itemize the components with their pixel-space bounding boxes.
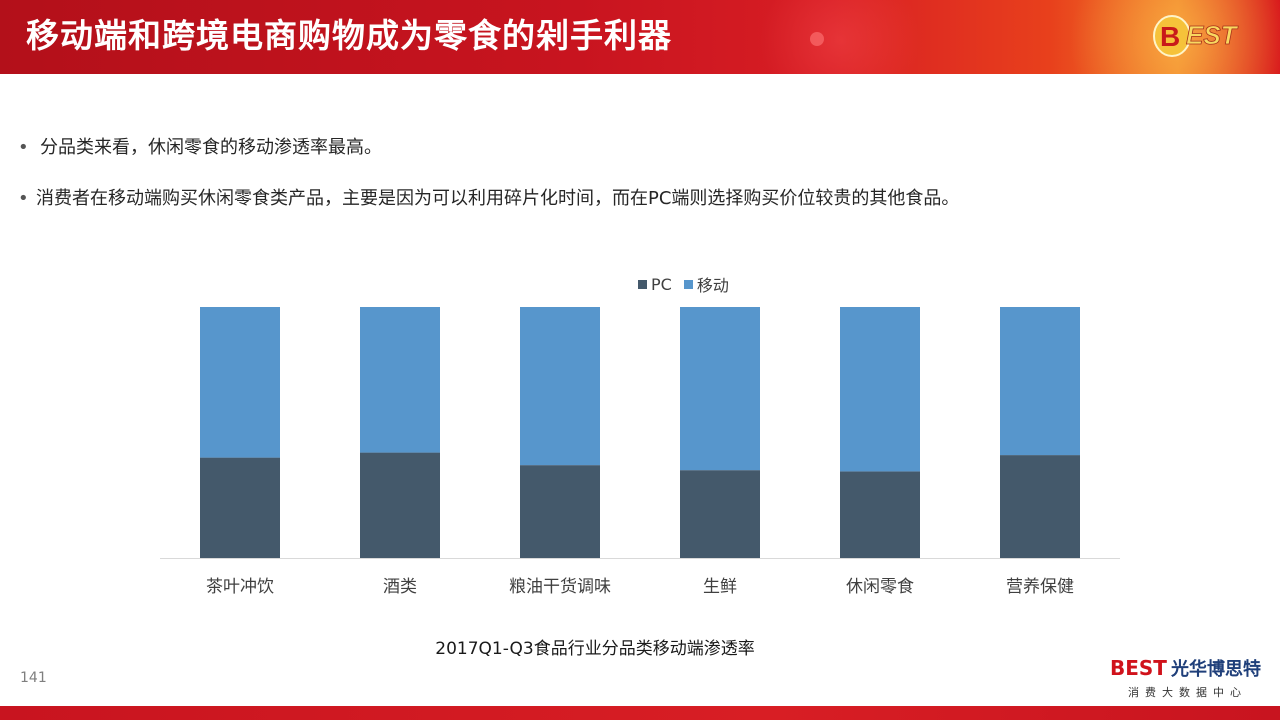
x-tick-label: 营养保健 xyxy=(1006,577,1074,597)
legend-item-mobile: 移动 xyxy=(683,272,729,296)
bullet-marker: • xyxy=(18,137,29,158)
bar-segment-mobile xyxy=(200,307,280,458)
x-tick-label: 粮油干货调味 xyxy=(509,577,611,597)
x-tick-label: 酒类 xyxy=(383,577,417,597)
bar-segment-mobile xyxy=(1000,307,1080,456)
bar-segment-pc xyxy=(840,471,920,558)
bar-segment-pc xyxy=(520,465,600,558)
bullet-marker: • xyxy=(18,188,29,209)
chart-title: 2017Q1-Q3食品行业分品类移动端渗透率 xyxy=(435,639,755,659)
bar-segment-pc xyxy=(1000,455,1080,558)
footer-brand-latin: BEST xyxy=(1110,656,1167,680)
bar-segment-pc xyxy=(200,457,280,558)
legend-label: 移动 xyxy=(696,276,729,295)
x-tick-label: 茶叶冲饮 xyxy=(206,577,274,597)
page-title: 移动端和跨境电商购物成为零食的剁手利器 xyxy=(26,16,672,55)
bar-segment-mobile xyxy=(520,307,600,466)
footer-bar xyxy=(0,706,1280,720)
bullet-item: • 分品类来看，休闲零食的移动渗透率最高。 xyxy=(18,134,382,162)
bullet-text: 分品类来看，休闲零食的移动渗透率最高。 xyxy=(40,137,382,158)
legend-swatch xyxy=(683,279,693,289)
bar-segment-pc xyxy=(360,452,440,558)
footer-brand: BEST 光华博思特 xyxy=(1110,654,1261,684)
x-tick-label: 休闲零食 xyxy=(846,577,914,597)
legend-swatch xyxy=(638,279,647,289)
footer-logo: BEST 光华博思特 消费大数据中心 xyxy=(1110,654,1270,704)
bar-segment-mobile xyxy=(840,307,920,472)
legend-label: PC xyxy=(651,274,672,294)
banner-dot xyxy=(810,32,824,46)
best-logo: B EST xyxy=(1153,15,1239,57)
footer-brand-sub: 消费大数据中心 xyxy=(1128,686,1247,699)
x-tick-label: 生鲜 xyxy=(703,577,737,597)
bullet-item: • 消费者在移动端购买休闲零食类产品，主要是因为可以利用碎片化时间，而在PC端则选… xyxy=(18,185,959,213)
footer-brand-cn: 光华博思特 xyxy=(1170,659,1261,680)
bar-segment-mobile xyxy=(680,307,760,471)
legend-item-pc: PC xyxy=(638,275,672,294)
bullet-text: 消费者在移动端购买休闲零食类产品，主要是因为可以利用碎片化时间，而在PC端则选择… xyxy=(36,188,960,209)
svg-text:B: B xyxy=(1160,21,1180,52)
chart-legend: PC 移动 xyxy=(638,272,735,296)
bar-segment-mobile xyxy=(360,307,440,453)
svg-text:EST: EST xyxy=(1186,20,1239,50)
banner-glow xyxy=(760,0,920,74)
header-banner: 移动端和跨境电商购物成为零食的剁手利器 B EST xyxy=(0,0,1280,74)
bar-segment-pc xyxy=(680,470,760,558)
page-number: 141 xyxy=(20,670,47,686)
